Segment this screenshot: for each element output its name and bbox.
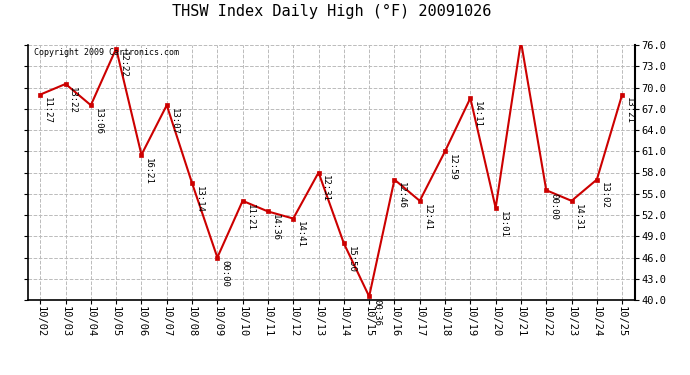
Text: 13:01: 13:01 [498,211,507,238]
Text: 13:06: 13:06 [94,108,103,135]
Text: 13:07: 13:07 [170,108,179,135]
Text: 11:21: 11:21 [246,204,255,231]
Text: 12:46: 12:46 [397,182,406,209]
Text: 14:41: 14:41 [296,221,305,248]
Text: 12:41: 12:41 [422,204,431,231]
Text: 11:27: 11:27 [43,98,52,124]
Text: 00:00: 00:00 [549,193,558,220]
Text: 15:50: 15:50 [346,246,355,273]
Text: 14:11: 14:11 [473,101,482,128]
Text: 12:31: 12:31 [322,175,331,202]
Text: 14:36: 14:36 [270,214,279,241]
Text: 12:22: 12:22 [119,51,128,78]
Text: 13:14: 13:14 [195,186,204,213]
Text: THSW Index Daily High (°F) 20091026: THSW Index Daily High (°F) 20091026 [172,4,491,19]
Text: 00:36: 00:36 [372,299,381,326]
Text: Copyright 2009 Cartronics.com: Copyright 2009 Cartronics.com [34,48,179,57]
Text: 13:21: 13:21 [625,98,634,124]
Text: 00:00: 00:00 [220,260,229,287]
Text: 13:02: 13:02 [600,182,609,209]
Text: 13:22: 13:22 [68,87,77,114]
Text: 16:21: 16:21 [144,158,153,184]
Text: 12:59: 12:59 [448,154,457,181]
Text: 14:31: 14:31 [574,204,583,231]
Text: 14:31: 14:31 [0,374,1,375]
